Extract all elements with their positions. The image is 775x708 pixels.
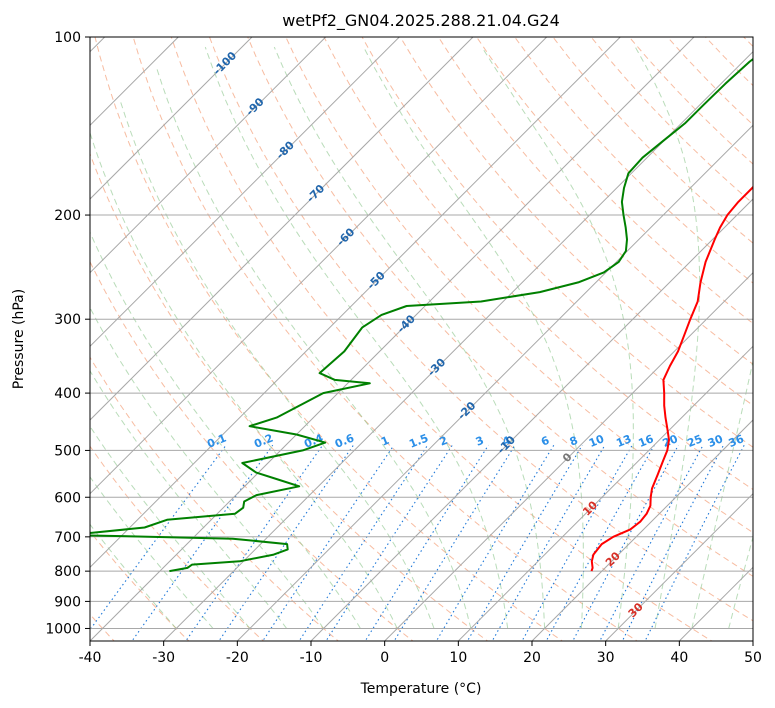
mixing-ratio-line [599,444,704,641]
x-tick-label: -30 [152,650,175,666]
mixing-ratio-line [298,444,429,641]
isotherm-line [90,37,474,421]
moist-adiabat [691,358,753,629]
x-tick-label: -40 [79,650,102,666]
moist-adiabat [119,100,435,629]
x-axis-label: Temperature (°C) [360,681,482,697]
x-tick-label: 20 [523,650,541,666]
moist-adiabat [363,46,584,629]
moist-adiabat [90,523,177,629]
mixing-ratio-label: 10 [587,432,606,450]
isotherm-line [605,492,753,641]
y-tick-label: 100 [54,30,81,46]
y-axis-label: Pressure (hPa) [11,289,27,389]
moist-adiabat [481,46,634,629]
moist-adiabat [90,369,288,629]
dry-adiabat [514,37,753,284]
plot-frame [89,36,754,642]
mixing-ratio-label: 2 [438,434,450,449]
mixing-ratio-label: 36 [727,432,746,450]
mixing-ratio-line [364,444,489,641]
chart-title: wetPf2_GN04.2025.288.21.04.G24 [282,11,560,31]
isotherm-line [90,37,253,200]
moist-adiabat [155,65,472,629]
y-tick-label: 200 [54,208,81,224]
isotherm-line [90,37,327,274]
isotherm-line [90,37,548,495]
mixing-ratio-line [572,444,679,641]
isotherm-line [90,37,621,569]
isotherm-line [531,419,753,641]
moist-adiabat [728,535,753,629]
isotherm-line [90,37,400,348]
isotherm-line [90,37,695,641]
mixing-ratio-label: 20 [661,432,680,450]
temperature-profile-line [590,185,753,572]
moist-adiabat [273,46,545,629]
y-tick-label: 500 [54,443,81,459]
y-tick-label: 400 [54,386,81,402]
mixing-ratio-label: 1 [379,434,391,449]
dry-adiabat [90,260,414,641]
dry-adiabat [361,37,753,448]
mixing-ratio-line [521,444,633,641]
mixing-ratio-line [218,444,354,641]
dry-adiabat [437,37,753,365]
x-tick-label: 40 [670,650,688,666]
x-tick-label: -10 [300,650,323,666]
y-tick-label: 300 [54,312,81,328]
dry-adiabat [170,37,713,641]
mixing-ratio-label: 8 [568,434,580,449]
x-tick-label: -20 [226,650,249,666]
y-tick-label: 800 [54,564,81,580]
mixing-ratio-label: 30 [706,432,725,450]
mixing-ratio-line [325,444,453,641]
dry-adiabat [90,152,489,641]
mixing-ratio-label: 13 [614,432,633,450]
x-tick-label: 30 [597,650,615,666]
moist-adiabat [90,306,324,629]
mixing-ratio-line [621,444,724,641]
mixing-ratio-line [90,444,227,631]
mixing-ratio-label: 3 [474,434,486,449]
isotherm-line [457,345,753,641]
moist-adiabat [204,46,509,629]
mixing-ratio-label: 25 [685,432,704,450]
dry-adiabat [476,37,753,325]
x-tick-label: 10 [449,650,467,666]
mixing-ratio-line [491,444,606,641]
mixing-ratio-line [545,444,655,641]
moist-adiabat [90,131,398,629]
moist-adiabat [90,476,214,629]
y-tick-label: 700 [54,530,81,546]
isotherm-line [236,124,753,641]
dewpoint-profile-line [90,57,753,573]
mixing-ratio-label: 16 [636,432,655,450]
moist-adiabat [634,46,701,629]
y-tick-label: 600 [54,490,81,506]
x-tick-label: 0 [380,650,389,666]
mixing-ratio-line [393,444,516,641]
y-tick-label: 900 [54,594,81,610]
x-tick-label: 50 [744,650,762,666]
isotherm-line [384,271,753,641]
y-tick-label: 1000 [45,621,81,637]
mixing-ratio-line [435,444,555,641]
isotherm-line [310,198,753,641]
